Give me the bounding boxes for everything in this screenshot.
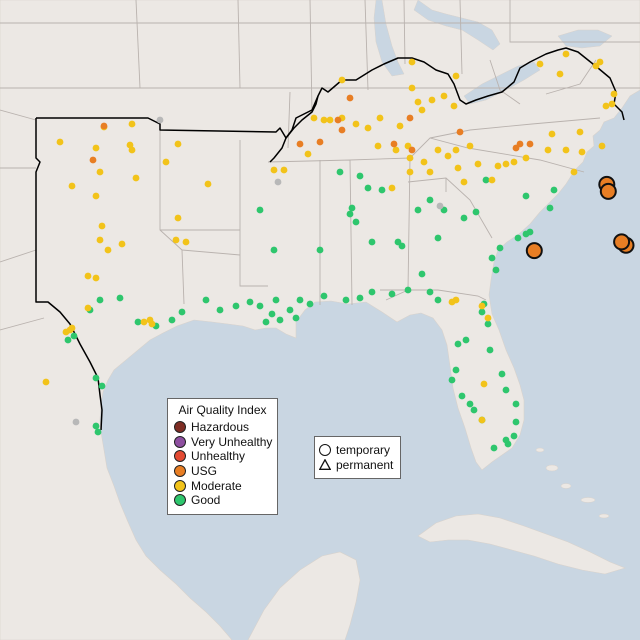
legend-item-temporary: temporary: [315, 442, 400, 457]
monitor-sites: [42, 50, 635, 452]
state-borders: [0, 0, 640, 331]
sites-usg-small: [89, 94, 534, 164]
permanent-label: permanent: [336, 457, 394, 472]
land-bahamas: [535, 447, 610, 519]
circle-icon: [319, 443, 331, 456]
legend-item-usg: USG: [168, 464, 277, 479]
large-monitor-marker: [599, 182, 617, 200]
sites-no-data: [72, 116, 444, 426]
large-monitor-marker: [525, 242, 543, 260]
legend-item-unhealthy: Unhealthy: [168, 449, 277, 464]
legend-label: USG: [191, 464, 218, 479]
sites-good: [64, 168, 558, 452]
legend-item-moderate: Moderate: [168, 478, 277, 493]
monitor-type-legend: temporary permanent: [314, 436, 401, 479]
sites-moderate: [42, 50, 618, 424]
legend-item-hazardous: Hazardous: [168, 420, 277, 435]
unhealthy-swatch: [174, 450, 186, 463]
large-temporary-monitors: [525, 175, 635, 260]
great-lakes: [373, 0, 613, 105]
legend-label: Unhealthy: [191, 449, 246, 464]
region-outline: [35, 47, 625, 431]
legend-label: Very Unhealthy: [191, 434, 273, 449]
legend-item-very-unhealthy: Very Unhealthy: [168, 435, 277, 450]
moderate-swatch: [174, 479, 186, 492]
land-yucatan: [247, 551, 361, 640]
legend-label: Moderate: [191, 478, 242, 493]
legend-item-permanent: permanent: [315, 457, 400, 472]
very-unhealthy-swatch: [174, 435, 186, 448]
legend-label: Good: [191, 493, 221, 508]
temporary-label: temporary: [336, 442, 391, 457]
aqi-legend-title: Air Quality Index: [178, 403, 267, 417]
hazardous-swatch: [174, 421, 186, 434]
good-swatch: [174, 494, 186, 507]
aqi-legend: Air Quality Index Hazardous Very Unhealt…: [167, 398, 278, 515]
land-cuba: [417, 513, 626, 575]
triangle-icon: [319, 459, 331, 470]
large-monitor-marker: [613, 233, 631, 251]
legend-item-good: Good: [168, 493, 277, 508]
legend-label: Hazardous: [191, 420, 250, 435]
usg-swatch: [174, 465, 186, 478]
